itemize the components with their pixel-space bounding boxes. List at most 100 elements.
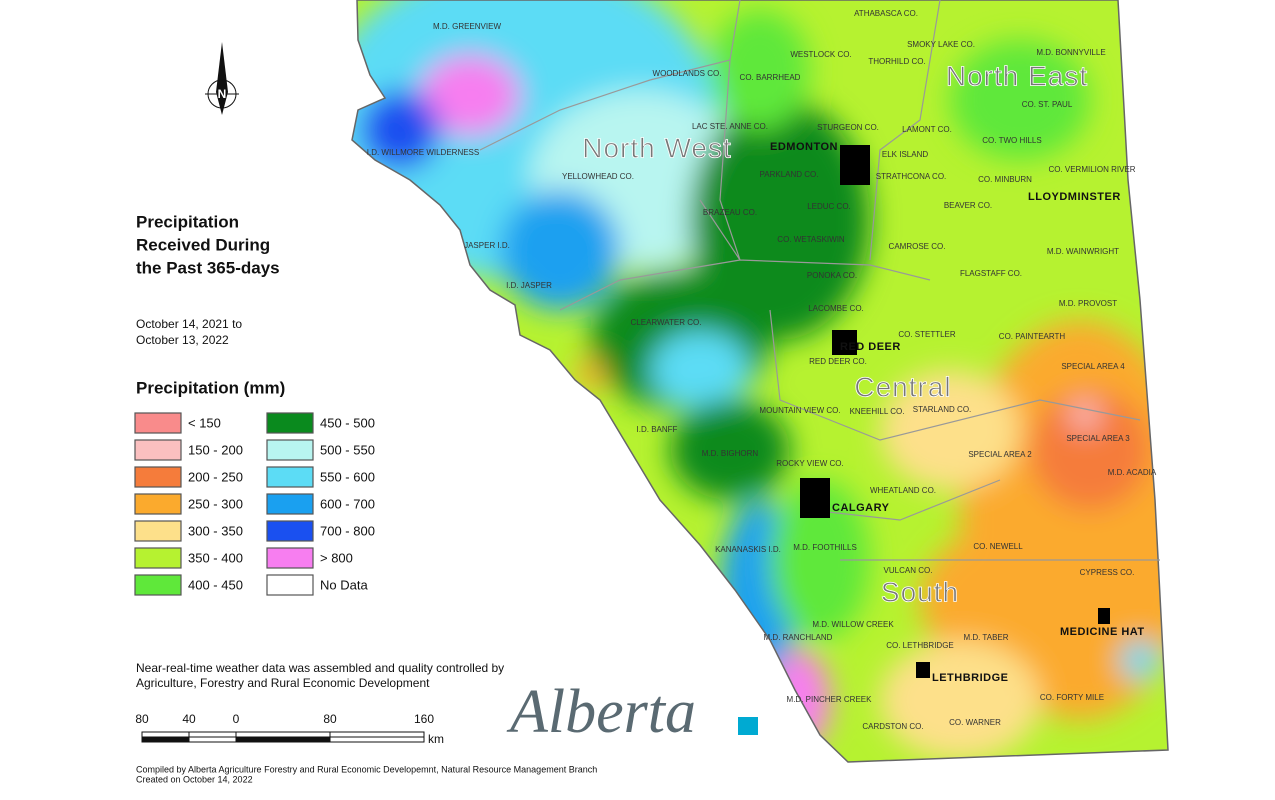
scale-unit: km: [428, 732, 444, 746]
county-label: CAMROSE CO.: [889, 242, 946, 251]
county-label: LACOMBE CO.: [808, 304, 864, 313]
region-boundaries: [479, 0, 1160, 561]
county-label: CO. ST. PAUL: [1022, 100, 1073, 109]
county-label: ATHABASCA CO.: [854, 9, 918, 18]
county-label: M.D. BIGHORN: [702, 449, 759, 458]
county-label: M.D. PINCHER CREEK: [787, 695, 873, 704]
county-label: LAC STE. ANNE CO.: [692, 122, 768, 131]
county-label: PARKLAND CO.: [760, 170, 819, 179]
legend-swatch: [266, 439, 314, 461]
scale-label: 80: [135, 712, 149, 726]
county-label: KANANASKIS I.D.: [715, 545, 781, 554]
legend-swatch: [266, 574, 314, 596]
legend-swatch: [266, 520, 314, 542]
county-label: M.D. WILLOW CREEK: [812, 620, 894, 629]
county-label: STURGEON CO.: [817, 123, 879, 132]
county-label: CYPRESS CO.: [1080, 568, 1135, 577]
city-area: [800, 478, 830, 518]
county-label: CLEARWATER CO.: [631, 318, 702, 327]
city-label: LLOYDMINSTER: [1028, 191, 1121, 203]
scale-segment: [141, 736, 190, 743]
county-label: M.D. ACADIA: [1108, 468, 1157, 477]
county-label: SPECIAL AREA 4: [1061, 362, 1125, 371]
county-label: I.D. JASPER: [506, 281, 552, 290]
county-label: CO. PAINTEARTH: [999, 332, 1066, 341]
map-title: the Past 365-days: [136, 258, 280, 277]
county-label: MOUNTAIN VIEW CO.: [759, 406, 840, 415]
county-label: M.D. FOOTHILLS: [793, 543, 857, 552]
county-label: M.D. PROVOST: [1059, 299, 1117, 308]
county-label: WHEATLAND CO.: [870, 486, 936, 495]
legend-swatch: [266, 493, 314, 515]
credits: Created on October 14, 2022: [136, 774, 253, 784]
legend-swatch: [134, 466, 182, 488]
scale-segment: [329, 731, 425, 738]
region-label: North West: [582, 132, 732, 163]
legend-swatch: [134, 520, 182, 542]
legend-title: Precipitation (mm): [136, 378, 285, 397]
county-label: LEDUC CO.: [807, 202, 851, 211]
legend-label: 400 - 450: [188, 577, 243, 592]
county-label: ROCKY VIEW CO.: [776, 459, 843, 468]
scale-segment: [235, 736, 331, 743]
north-label: N: [218, 87, 227, 101]
city-area: [840, 145, 870, 185]
county-label: PONOKA CO.: [807, 271, 857, 280]
county-label: M.D. BONNYVILLE: [1036, 48, 1105, 57]
scale-segment: [329, 736, 425, 743]
county-label: CO. WETASKIWIN: [777, 235, 845, 244]
map-title: Received During: [136, 235, 270, 254]
province-outline: [351, 0, 1169, 763]
legend-label: No Data: [320, 577, 368, 592]
county-label: CO. VERMILION RIVER: [1048, 165, 1135, 174]
county-label: JASPER I.D.: [464, 241, 510, 250]
county-label: RED DEER CO.: [809, 357, 867, 366]
county-label: CO. TWO HILLS: [982, 136, 1041, 145]
county-label: CO. MINBURN: [978, 175, 1032, 184]
county-label: THORHILD CO.: [868, 57, 925, 66]
city-label: RED DEER: [840, 341, 901, 353]
legend-label: 200 - 250: [188, 469, 243, 484]
county-label: M.D. TABER: [963, 633, 1008, 642]
scale-segment: [188, 731, 237, 738]
legend-label: 600 - 700: [320, 496, 375, 511]
county-label: CO. NEWELL: [973, 542, 1023, 551]
county-label: CO. LETHBRIDGE: [886, 641, 954, 650]
legend-swatch: [266, 547, 314, 569]
county-label: SPECIAL AREA 2: [968, 450, 1032, 459]
county-label: WOODLANDS CO.: [653, 69, 722, 78]
map-title: Precipitation: [136, 212, 239, 231]
city-label: LETHBRIDGE: [932, 672, 1009, 684]
county-label: ELK ISLAND: [882, 150, 928, 159]
credits: Compiled by Alberta Agriculture Forestry…: [136, 764, 597, 774]
county-label: STARLAND CO.: [913, 405, 972, 414]
legend-label: 450 - 500: [320, 415, 375, 430]
county-label: SMOKY LAKE CO.: [907, 40, 975, 49]
city-label: EDMONTON: [770, 141, 838, 153]
logo-text: Alberta: [506, 678, 696, 746]
scale-segment: [188, 736, 237, 743]
county-label: CO. FORTY MILE: [1040, 693, 1104, 702]
county-label: WESTLOCK CO.: [790, 50, 851, 59]
legend-label: < 150: [188, 415, 221, 430]
legend-label: 550 - 600: [320, 469, 375, 484]
county-label: LAMONT CO.: [902, 125, 952, 134]
legend-label: 150 - 200: [188, 442, 243, 457]
county-label: CO. BARRHEAD: [740, 73, 801, 82]
legend-label: > 800: [320, 550, 353, 565]
region-label: South: [881, 576, 959, 607]
legend-swatch: [134, 547, 182, 569]
city-area: [1098, 608, 1110, 624]
legend-swatch: [134, 412, 182, 434]
county-label: BEAVER CO.: [944, 201, 992, 210]
scale-label: 80: [323, 712, 337, 726]
county-label: SPECIAL AREA 3: [1066, 434, 1130, 443]
scale-segment: [141, 731, 190, 738]
scale-label: 160: [414, 712, 434, 726]
county-label: STRATHCONA CO.: [876, 172, 947, 181]
north-arrow: N: [205, 42, 239, 115]
city-label: MEDICINE HAT: [1060, 626, 1145, 638]
county-label: FLAGSTAFF CO.: [960, 269, 1022, 278]
county-label: I.D. WILLMORE WILDERNESS: [367, 148, 479, 157]
